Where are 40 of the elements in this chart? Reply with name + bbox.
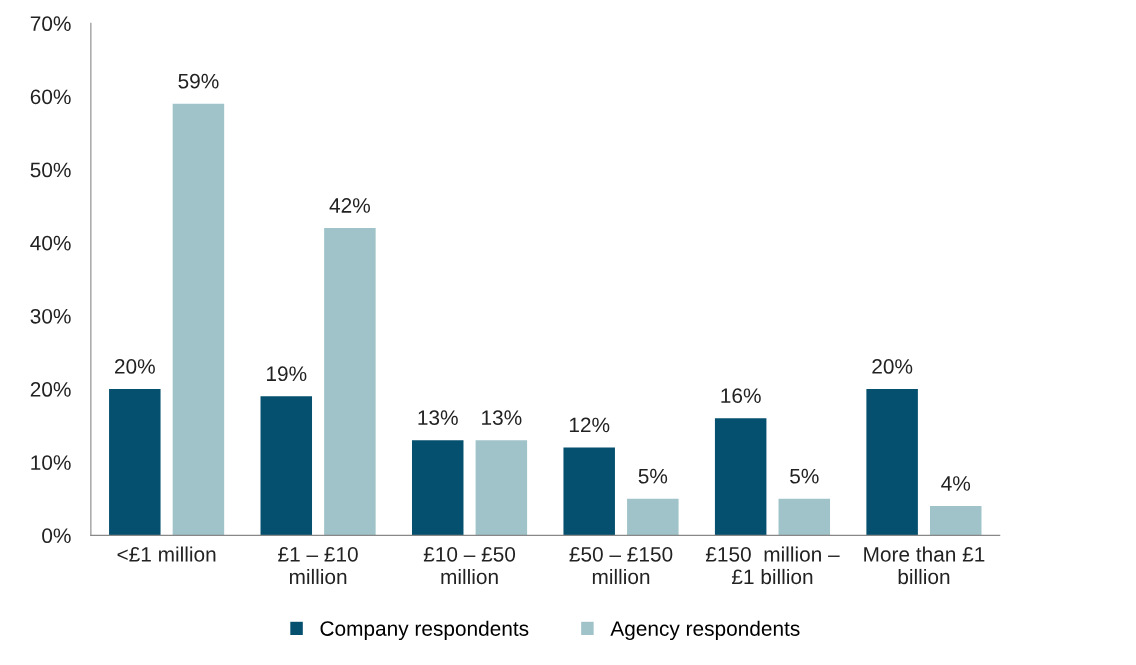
bar [475, 440, 528, 536]
legend-label: Company respondents [320, 620, 529, 641]
bar [627, 498, 679, 536]
text: 59% [178, 73, 219, 89]
bar [109, 389, 161, 536]
legend-label: Agency respondents [610, 620, 800, 641]
y-tick-label: 60% [30, 89, 71, 105]
y-tick-label: 20% [30, 382, 71, 397]
bar [778, 498, 831, 536]
y-tick-label: 70% [30, 16, 71, 32]
x-tick-label: More than £1 billion [864, 546, 985, 585]
x-tick-label: <£1 million [117, 546, 216, 562]
x-tick-label: £50 – £150 million [569, 546, 673, 585]
text: 20% [115, 359, 155, 374]
text: 16% [721, 388, 761, 404]
text: 13% [418, 410, 458, 425]
x-tick-label: £10 – £50 million [423, 546, 516, 585]
text: 19% [267, 366, 307, 382]
text: 20% [872, 359, 913, 374]
y-tick-label: 50% [30, 162, 71, 178]
text: 4% [941, 476, 971, 491]
text: 5% [790, 468, 819, 484]
x-tick-label: £150 million – £1 billion [705, 546, 840, 585]
bar [172, 103, 225, 536]
y-tick-label: 40% [30, 235, 71, 251]
bar [324, 228, 376, 536]
bar [866, 389, 918, 536]
x-tick-label: £1 – £10 million [278, 546, 358, 585]
bar [563, 447, 615, 536]
text: 42% [329, 198, 370, 213]
bar [930, 506, 982, 536]
text: 12% [569, 417, 610, 433]
text: 5% [638, 468, 668, 484]
y-tick-label: 10% [31, 455, 71, 470]
text: 13% [482, 410, 522, 425]
bar [714, 418, 767, 536]
y-tick-label: 0% [42, 528, 71, 544]
bar [411, 440, 464, 536]
y-tick-label: 30% [30, 308, 71, 324]
bar [260, 396, 313, 536]
